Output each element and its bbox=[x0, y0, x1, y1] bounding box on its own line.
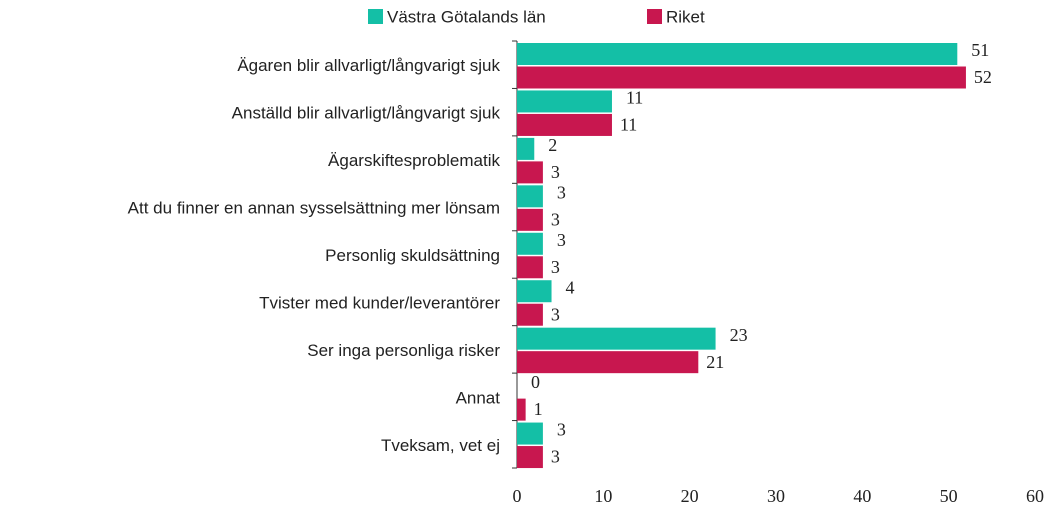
legend-swatch bbox=[368, 9, 383, 24]
value-label: 3 bbox=[551, 209, 560, 229]
bar bbox=[517, 256, 543, 279]
value-label: 3 bbox=[557, 182, 566, 202]
value-label: 11 bbox=[626, 88, 643, 108]
value-label: 3 bbox=[551, 304, 560, 324]
y-tick-label: Ägaren blir allvarligt/långvarigt sjuk bbox=[237, 56, 500, 75]
bar bbox=[517, 327, 716, 350]
bar bbox=[517, 161, 543, 184]
x-tick-label: 30 bbox=[767, 486, 785, 506]
value-label: 2 bbox=[548, 135, 557, 155]
x-tick-label: 0 bbox=[513, 486, 522, 506]
y-tick-label: Tveksam, vet ej bbox=[381, 436, 500, 455]
value-label: 3 bbox=[557, 420, 566, 440]
bar bbox=[517, 90, 612, 113]
value-label: 52 bbox=[974, 67, 992, 87]
bar bbox=[517, 398, 526, 421]
bar bbox=[517, 137, 535, 160]
bar bbox=[517, 185, 543, 208]
bar bbox=[517, 208, 543, 231]
bar bbox=[517, 422, 543, 445]
value-label: 0 bbox=[531, 372, 540, 392]
value-label: 51 bbox=[971, 40, 989, 60]
value-label: 1 bbox=[534, 399, 543, 419]
x-tick-label: 40 bbox=[853, 486, 871, 506]
x-tick-label: 60 bbox=[1026, 486, 1044, 506]
y-tick-label: Personlig skuldsättning bbox=[325, 246, 500, 265]
bar bbox=[517, 113, 612, 136]
y-tick-label: Anställd blir allvarligt/långvarigt sjuk bbox=[232, 104, 501, 123]
legend-swatch bbox=[647, 9, 662, 24]
y-tick-label: Annat bbox=[456, 388, 501, 407]
value-label: 3 bbox=[557, 230, 566, 250]
value-label: 3 bbox=[551, 447, 560, 467]
bar bbox=[517, 43, 958, 65]
y-tick-label: Ägarskiftesproblematik bbox=[328, 151, 500, 170]
bar bbox=[517, 280, 552, 303]
value-label: 3 bbox=[551, 162, 560, 182]
value-label: 11 bbox=[620, 115, 637, 135]
value-label: 23 bbox=[730, 325, 748, 345]
y-tick-label: Att du finner en annan sysselsättning me… bbox=[128, 199, 500, 218]
bar bbox=[517, 446, 543, 469]
bar bbox=[517, 351, 699, 374]
y-tick-label: Ser inga personliga risker bbox=[307, 341, 500, 360]
value-label: 3 bbox=[551, 257, 560, 277]
x-tick-label: 10 bbox=[594, 486, 612, 506]
bar bbox=[517, 232, 543, 255]
value-label: 21 bbox=[706, 352, 724, 372]
value-label: 4 bbox=[566, 277, 575, 297]
bar bbox=[517, 303, 543, 326]
x-tick-label: 50 bbox=[940, 486, 958, 506]
legend-label: Västra Götalands län bbox=[387, 7, 546, 26]
x-tick-label: 20 bbox=[681, 486, 699, 506]
bar bbox=[517, 66, 966, 89]
legend-label: Riket bbox=[666, 7, 705, 26]
y-tick-label: Tvister med kunder/leverantörer bbox=[259, 293, 500, 312]
